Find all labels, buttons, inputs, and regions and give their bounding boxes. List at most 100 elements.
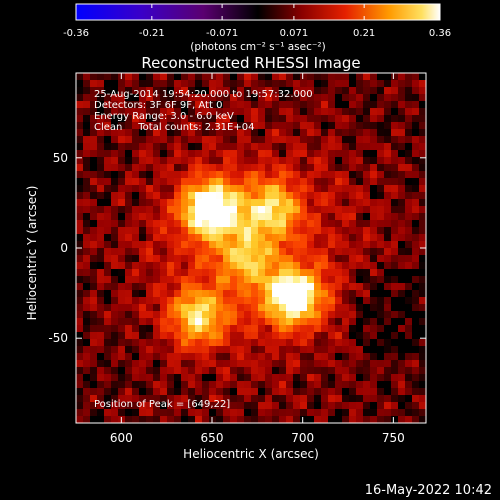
heatmap-cell bbox=[230, 227, 238, 235]
heatmap-cell bbox=[356, 346, 364, 354]
heatmap-cell bbox=[272, 73, 280, 81]
heatmap-cell bbox=[216, 220, 224, 228]
heatmap-cell bbox=[223, 129, 231, 137]
heatmap-cell bbox=[230, 94, 238, 102]
heatmap-cell bbox=[258, 290, 266, 298]
heatmap-cell bbox=[223, 262, 231, 270]
heatmap-cell bbox=[349, 101, 357, 109]
heatmap-cell bbox=[174, 402, 182, 410]
heatmap-cell bbox=[321, 234, 329, 242]
heatmap-cell bbox=[83, 150, 91, 158]
heatmap-cell bbox=[97, 325, 105, 333]
heatmap-cell bbox=[377, 409, 385, 417]
heatmap-cell bbox=[398, 94, 406, 102]
heatmap-cell bbox=[174, 136, 182, 144]
heatmap-cell bbox=[342, 346, 350, 354]
heatmap-cell bbox=[195, 94, 203, 102]
heatmap-cell bbox=[335, 171, 343, 179]
heatmap-cell bbox=[349, 297, 357, 305]
heatmap-cell bbox=[363, 206, 371, 214]
heatmap-cell bbox=[174, 269, 182, 277]
heatmap-cell bbox=[321, 318, 329, 326]
heatmap-cell bbox=[251, 367, 259, 375]
x-tick-label: 600 bbox=[110, 431, 133, 445]
heatmap-cell bbox=[419, 374, 426, 382]
heatmap-cell bbox=[153, 157, 161, 165]
heatmap-cell bbox=[377, 360, 385, 368]
heatmap-cell bbox=[195, 409, 203, 417]
heatmap-cell bbox=[90, 164, 98, 172]
heatmap-cell bbox=[230, 171, 238, 179]
heatmap-cell bbox=[230, 185, 238, 193]
heatmap-cell bbox=[419, 220, 426, 228]
heatmap-cell bbox=[181, 381, 189, 389]
heatmap-cell bbox=[104, 241, 112, 249]
heatmap-cell bbox=[412, 241, 420, 249]
heatmap-cell bbox=[104, 402, 112, 410]
heatmap-cell bbox=[97, 213, 105, 221]
heatmap-cell bbox=[419, 290, 426, 298]
heatmap-cell bbox=[279, 157, 287, 165]
heatmap-cell bbox=[118, 101, 126, 109]
heatmap-cell bbox=[181, 360, 189, 368]
heatmap-cell bbox=[335, 402, 343, 410]
heatmap-cell bbox=[111, 122, 119, 130]
heatmap-cell bbox=[363, 150, 371, 158]
heatmap-cell bbox=[328, 101, 336, 109]
heatmap-cell bbox=[216, 416, 224, 423]
heatmap-cell bbox=[223, 241, 231, 249]
heatmap-cell bbox=[356, 374, 364, 382]
heatmap-cell bbox=[76, 73, 84, 81]
heatmap-cell bbox=[118, 283, 126, 291]
heatmap-cell bbox=[349, 150, 357, 158]
heatmap-cell bbox=[188, 269, 196, 277]
heatmap-cell bbox=[104, 388, 112, 396]
heatmap-cell bbox=[195, 297, 203, 305]
heatmap-cell bbox=[132, 262, 140, 270]
heatmap-cell bbox=[370, 339, 378, 347]
heatmap-cell bbox=[251, 171, 259, 179]
heatmap-cell bbox=[125, 80, 133, 88]
heatmap-cell bbox=[342, 332, 350, 340]
heatmap-cell bbox=[216, 150, 224, 158]
heatmap-cell bbox=[272, 269, 280, 277]
heatmap-cell bbox=[83, 73, 91, 81]
heatmap-cell bbox=[181, 283, 189, 291]
heatmap-cell bbox=[76, 115, 84, 123]
heatmap-cell bbox=[104, 150, 112, 158]
heatmap-cell bbox=[244, 164, 252, 172]
heatmap-cell bbox=[307, 241, 315, 249]
heatmap-cell bbox=[160, 360, 168, 368]
heatmap-cell bbox=[174, 297, 182, 305]
heatmap-cell bbox=[132, 178, 140, 186]
heatmap-cell bbox=[181, 248, 189, 256]
heatmap-cell bbox=[258, 206, 266, 214]
heatmap-cell bbox=[125, 241, 133, 249]
heatmap-cell bbox=[300, 262, 308, 270]
heatmap-cell bbox=[342, 234, 350, 242]
heatmap-cell bbox=[90, 325, 98, 333]
heatmap-cell bbox=[230, 360, 238, 368]
heatmap-cell bbox=[174, 367, 182, 375]
heatmap-cell bbox=[216, 213, 224, 221]
heatmap-cell bbox=[328, 108, 336, 116]
heatmap-cell bbox=[181, 108, 189, 116]
heatmap-cell bbox=[391, 255, 399, 263]
heatmap-cell bbox=[398, 185, 406, 193]
heatmap-cell bbox=[272, 360, 280, 368]
heatmap-cell bbox=[139, 311, 147, 319]
heatmap-cell bbox=[153, 311, 161, 319]
heatmap-cell bbox=[286, 360, 294, 368]
heatmap-cell bbox=[405, 192, 413, 200]
heatmap-cell bbox=[384, 220, 392, 228]
heatmap-cell bbox=[174, 374, 182, 382]
heatmap-cell bbox=[209, 171, 217, 179]
heatmap-cell bbox=[237, 409, 245, 417]
annotation-time-range: 25-Aug-2014 19:54:20.000 to 19:57:32.000 bbox=[94, 89, 313, 100]
heatmap-cell bbox=[307, 192, 315, 200]
heatmap-cell bbox=[419, 353, 426, 361]
heatmap-cell bbox=[384, 101, 392, 109]
heatmap-cell bbox=[111, 164, 119, 172]
heatmap-cell bbox=[321, 80, 329, 88]
heatmap-cell bbox=[307, 87, 315, 95]
